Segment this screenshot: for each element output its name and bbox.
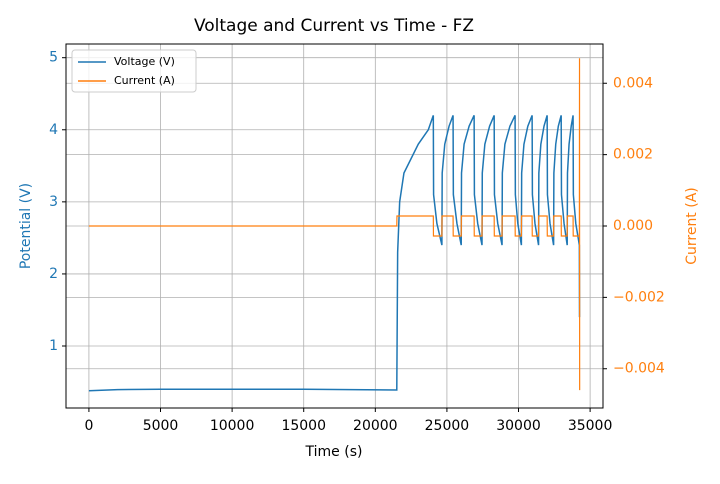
x-tick-label: 15000 — [281, 418, 326, 434]
y-tick-label: 4 — [49, 122, 58, 138]
x-tick-label: 30000 — [496, 418, 541, 434]
x-axis-label: Time (s) — [305, 444, 363, 460]
y2-axis-label: Current (A) — [684, 187, 700, 265]
series-line — [88, 58, 581, 391]
y2-tick-label: 0.004 — [613, 75, 653, 91]
chart-title: Voltage and Current vs Time - FZ — [194, 16, 474, 36]
x-tick-label: 0 — [84, 418, 93, 434]
y2-tick-label: −0.004 — [613, 361, 665, 377]
y-axis-label: Potential (V) — [18, 183, 34, 269]
y-tick-label: 2 — [49, 266, 58, 282]
y2-tick-label: 0.000 — [613, 218, 653, 234]
series-line — [88, 115, 581, 392]
x-tick-label: 25000 — [425, 418, 470, 434]
y2-tick-label: −0.002 — [613, 289, 665, 305]
x-tick-label: 35000 — [568, 418, 613, 434]
x-tick-label: 20000 — [353, 418, 398, 434]
legend-label: Voltage (V) — [114, 55, 175, 68]
legend-label: Current (A) — [114, 74, 175, 87]
y-tick-label: 3 — [49, 194, 58, 210]
y2-tick-label: 0.002 — [613, 147, 653, 163]
y-tick-label: 5 — [49, 50, 58, 66]
x-tick-label: 5000 — [143, 418, 179, 434]
x-tick-label: 10000 — [210, 418, 255, 434]
y-tick-label: 1 — [49, 338, 58, 354]
plot-frame — [65, 43, 604, 409]
